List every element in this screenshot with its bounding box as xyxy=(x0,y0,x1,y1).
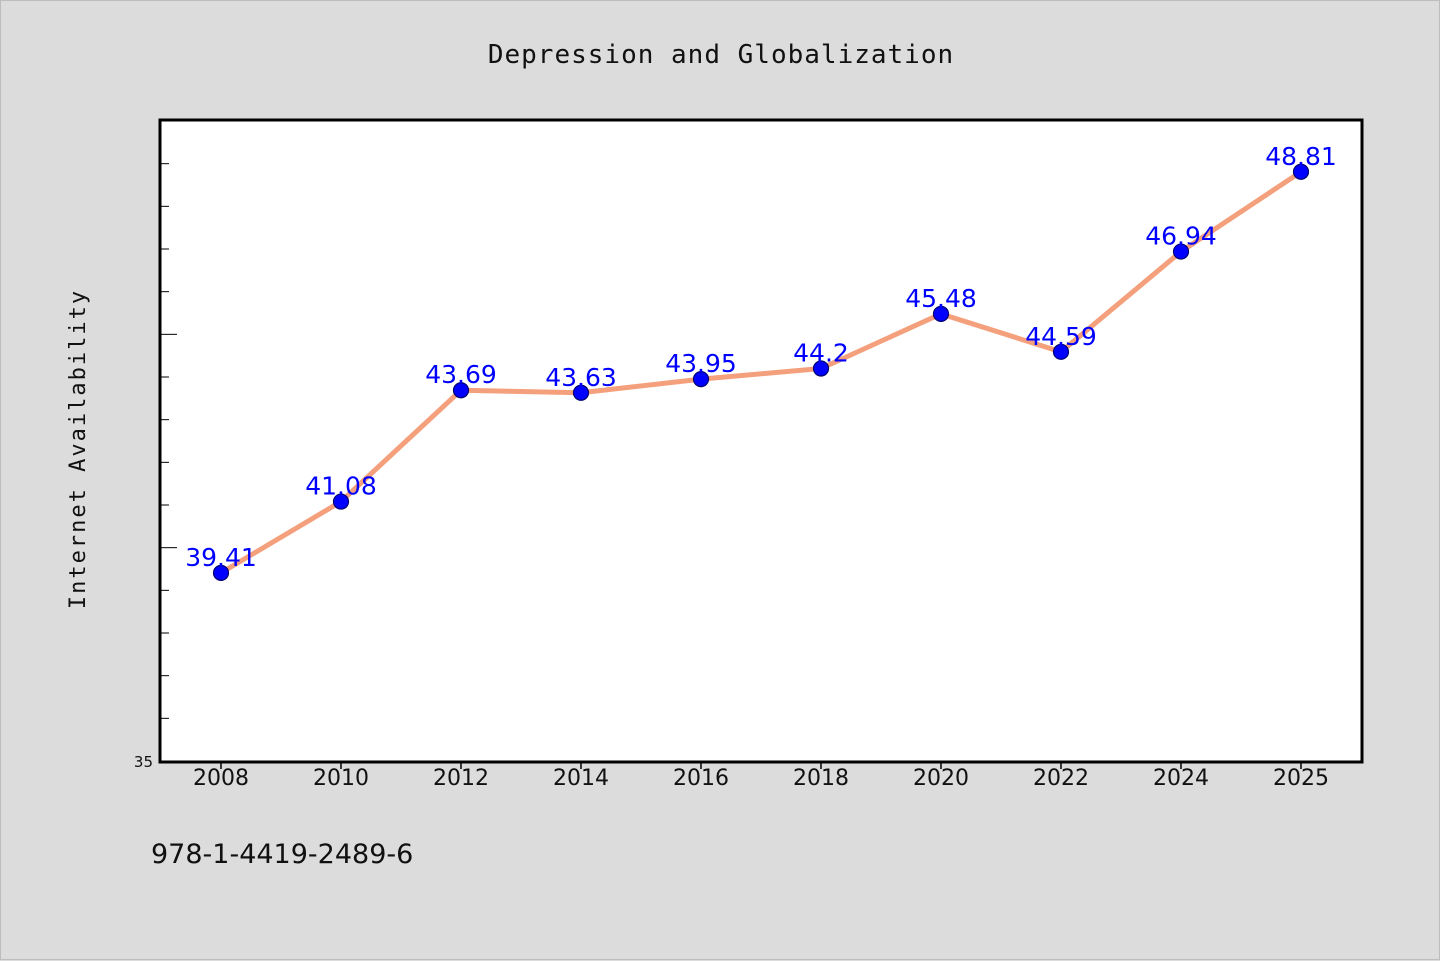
plot-area xyxy=(158,118,1364,764)
y-axis-ticks xyxy=(161,163,177,719)
x-tick-label: 2020 xyxy=(913,766,969,791)
data-label: 45.48 xyxy=(905,284,977,313)
x-tick-label: 2008 xyxy=(193,766,249,791)
footnote-isbn: 978-1-4419-2489-6 xyxy=(151,839,413,870)
data-point xyxy=(212,564,230,581)
data-label: 43.63 xyxy=(545,363,617,392)
y-tick-label: 35 xyxy=(134,753,153,771)
data-label: 46.94 xyxy=(1145,222,1217,251)
x-axis-ticks: 2008 2010 2012 2014 2016 2018 2020 2022 2024 2025 xyxy=(193,761,1329,791)
x-tick-label: 2012 xyxy=(433,766,489,791)
data-point xyxy=(1292,163,1310,180)
series-group: 39.41 41.08 43.69 43.63 43.95 44.2 45.48 44.59 4… xyxy=(185,142,1337,581)
x-tick-label: 2014 xyxy=(553,766,609,791)
x-tick-label: 2025 xyxy=(1273,766,1329,791)
y-axis-label: Internet Availability xyxy=(66,289,91,609)
x-tick-label: 2010 xyxy=(313,766,369,791)
data-label: 44.2 xyxy=(793,338,849,367)
data-label: 41.08 xyxy=(305,472,377,501)
data-point xyxy=(332,493,350,510)
data-label: 48.81 xyxy=(1265,142,1337,171)
data-point xyxy=(1172,243,1190,260)
data-point xyxy=(812,360,830,377)
x-tick-label: 2022 xyxy=(1033,766,1089,791)
data-point xyxy=(572,384,590,401)
data-label: 44.59 xyxy=(1025,322,1097,351)
data-label: 43.95 xyxy=(665,349,737,378)
data-point xyxy=(452,382,470,399)
data-point xyxy=(692,371,710,388)
data-point xyxy=(1052,343,1070,360)
chart-title: Depression and Globalization xyxy=(488,40,954,70)
series-line xyxy=(218,169,1304,576)
data-label: 43.69 xyxy=(425,360,497,389)
x-tick-label: 2024 xyxy=(1153,766,1209,791)
data-label: 39.41 xyxy=(185,543,257,572)
x-tick-label: 2018 xyxy=(793,766,849,791)
data-point xyxy=(932,305,950,322)
x-tick-label: 2016 xyxy=(673,766,729,791)
